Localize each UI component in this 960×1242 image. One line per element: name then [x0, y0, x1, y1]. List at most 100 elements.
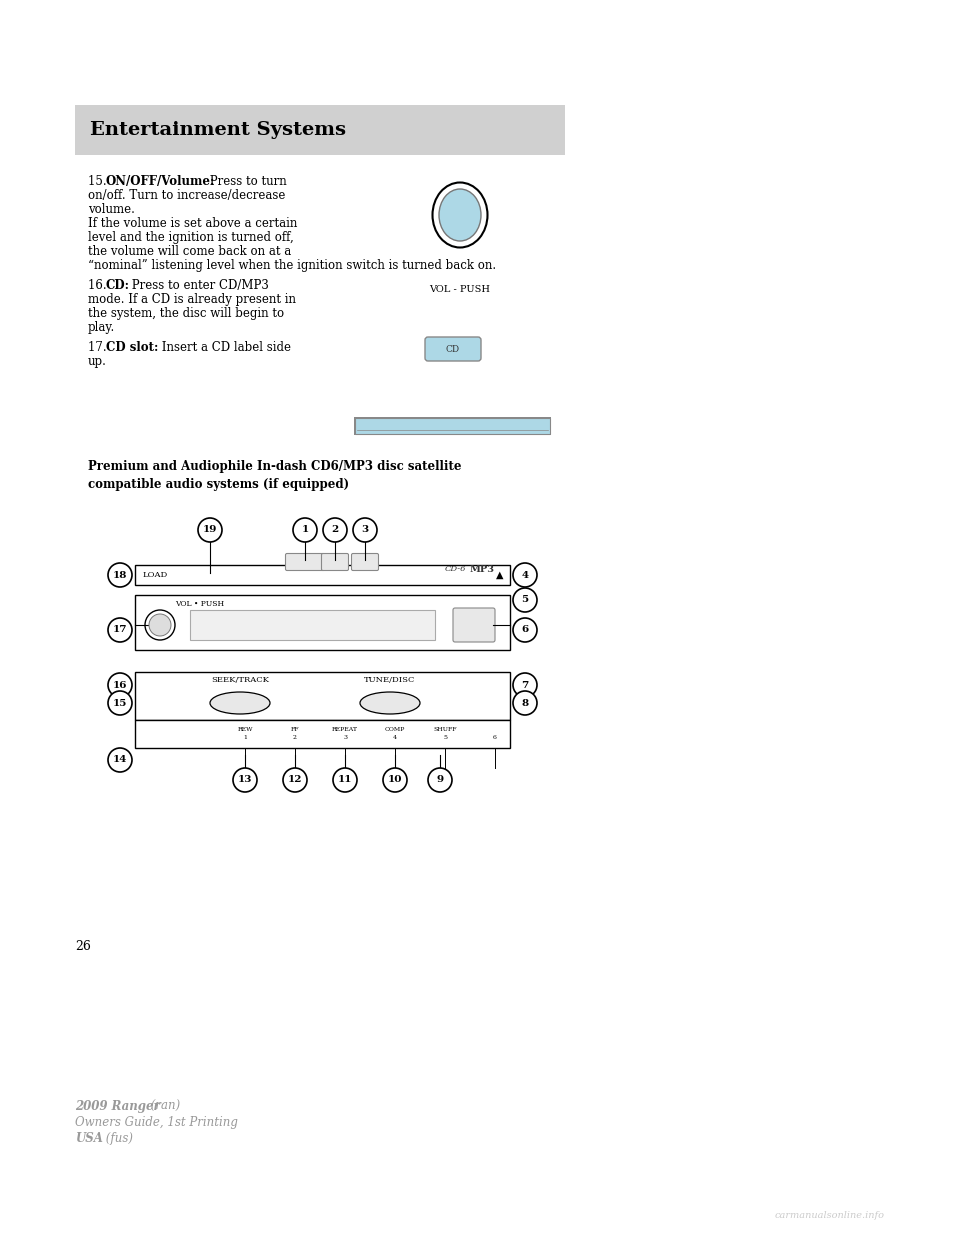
Text: VOL • PUSH: VOL • PUSH [175, 600, 224, 609]
Text: play.: play. [88, 320, 115, 334]
Text: FF: FF [291, 727, 300, 732]
Text: 16: 16 [112, 681, 128, 689]
Text: Premium and Audiophile In-dash CD6/MP3 disc satellite
compatible audio systems (: Premium and Audiophile In-dash CD6/MP3 d… [88, 460, 462, 491]
Text: 17: 17 [112, 626, 128, 635]
Text: MP3: MP3 [470, 565, 495, 574]
Text: CD slot:: CD slot: [106, 342, 158, 354]
Text: 5: 5 [443, 735, 447, 740]
Text: ▶: ▶ [262, 698, 268, 708]
Text: ◀: ◀ [212, 698, 218, 708]
Ellipse shape [149, 614, 171, 636]
Text: mode. If a CD is already present in: mode. If a CD is already present in [88, 293, 296, 306]
Text: 2: 2 [331, 525, 339, 534]
Circle shape [283, 768, 307, 792]
FancyBboxPatch shape [285, 554, 324, 570]
Text: 14: 14 [113, 755, 127, 765]
Ellipse shape [433, 183, 488, 247]
FancyBboxPatch shape [322, 554, 348, 570]
Text: CLK: CLK [466, 616, 482, 623]
Ellipse shape [145, 610, 175, 640]
Text: 26: 26 [75, 940, 91, 953]
Circle shape [108, 691, 132, 715]
Text: ◀: ◀ [362, 698, 368, 708]
Text: 2: 2 [293, 735, 297, 740]
Text: SHUFF: SHUFF [433, 727, 457, 732]
Bar [135, 565, 510, 585]
Text: COMP: COMP [385, 727, 405, 732]
Text: TUNE/DISC: TUNE/DISC [364, 676, 416, 684]
Text: Press to turn: Press to turn [206, 175, 287, 188]
Circle shape [513, 619, 537, 642]
Text: LOAD: LOAD [143, 571, 168, 579]
Text: 1: 1 [301, 525, 308, 534]
Text: 3: 3 [361, 525, 369, 534]
Text: AM FM: AM FM [291, 558, 320, 566]
FancyBboxPatch shape [453, 609, 495, 642]
Text: level and the ignition is turned off,: level and the ignition is turned off, [88, 231, 294, 243]
Bar [135, 595, 510, 650]
Text: (fus): (fus) [102, 1131, 133, 1145]
Text: volume.: volume. [88, 202, 134, 216]
Text: “nominal” listening level when the ignition switch is turned back on.: “nominal” listening level when the ignit… [88, 260, 496, 272]
Text: the system, the disc will begin to: the system, the disc will begin to [88, 307, 284, 320]
Circle shape [293, 518, 317, 542]
Bar [354, 417, 551, 435]
Ellipse shape [439, 189, 481, 241]
Text: USA: USA [75, 1131, 103, 1145]
Bar [190, 610, 435, 640]
Text: 10: 10 [388, 775, 402, 785]
Circle shape [108, 673, 132, 697]
Text: on/off. Turn to increase/decrease: on/off. Turn to increase/decrease [88, 189, 285, 202]
Text: ▶: ▶ [412, 698, 418, 708]
Text: 19: 19 [203, 525, 217, 534]
Text: CD-6: CD-6 [445, 565, 467, 573]
FancyBboxPatch shape [351, 554, 378, 570]
Text: CD: CD [329, 558, 341, 566]
Text: 4: 4 [521, 570, 529, 580]
Text: AUX: AUX [356, 558, 373, 566]
Text: CD: CD [446, 344, 460, 354]
Text: Owners Guide, 1st Printing: Owners Guide, 1st Printing [75, 1117, 238, 1129]
Circle shape [513, 563, 537, 587]
Text: 15.: 15. [88, 175, 110, 188]
Text: REW: REW [237, 727, 252, 732]
Text: MENU: MENU [376, 699, 403, 707]
Circle shape [513, 691, 537, 715]
Bar [355, 419, 550, 433]
Text: SEEK/TRACK: SEEK/TRACK [211, 676, 269, 684]
Bar [135, 720, 510, 748]
Text: 4: 4 [393, 735, 397, 740]
Circle shape [513, 587, 537, 612]
Bar [135, 672, 510, 720]
Ellipse shape [360, 692, 420, 714]
Circle shape [513, 673, 537, 697]
Text: the volume will come back on at a: the volume will come back on at a [88, 245, 291, 258]
Text: 6: 6 [521, 626, 529, 635]
Text: 6: 6 [493, 735, 497, 740]
Text: 3: 3 [343, 735, 347, 740]
Text: If the volume is set above a certain: If the volume is set above a certain [88, 217, 298, 230]
Circle shape [108, 748, 132, 773]
Text: 17.: 17. [88, 342, 110, 354]
Text: (ran): (ran) [147, 1100, 180, 1113]
Text: 13: 13 [238, 775, 252, 785]
Circle shape [383, 768, 407, 792]
Bar [75, 106, 565, 155]
Ellipse shape [210, 692, 270, 714]
Text: VOL - PUSH: VOL - PUSH [429, 284, 491, 294]
Circle shape [333, 768, 357, 792]
Text: TEXT
SCAN: TEXT SCAN [228, 698, 248, 708]
Circle shape [428, 768, 452, 792]
Text: Press to enter CD/MP3: Press to enter CD/MP3 [128, 279, 269, 292]
Text: 2009 Ranger: 2009 Ranger [75, 1100, 159, 1113]
Text: 18: 18 [113, 570, 127, 580]
Text: 12: 12 [288, 775, 302, 785]
Text: Insert a CD label side: Insert a CD label side [158, 342, 291, 354]
Circle shape [233, 768, 257, 792]
FancyBboxPatch shape [425, 337, 481, 361]
Circle shape [323, 518, 347, 542]
Text: ▲: ▲ [496, 570, 504, 580]
Text: 15: 15 [113, 698, 127, 708]
Text: up.: up. [88, 355, 107, 368]
Circle shape [108, 619, 132, 642]
